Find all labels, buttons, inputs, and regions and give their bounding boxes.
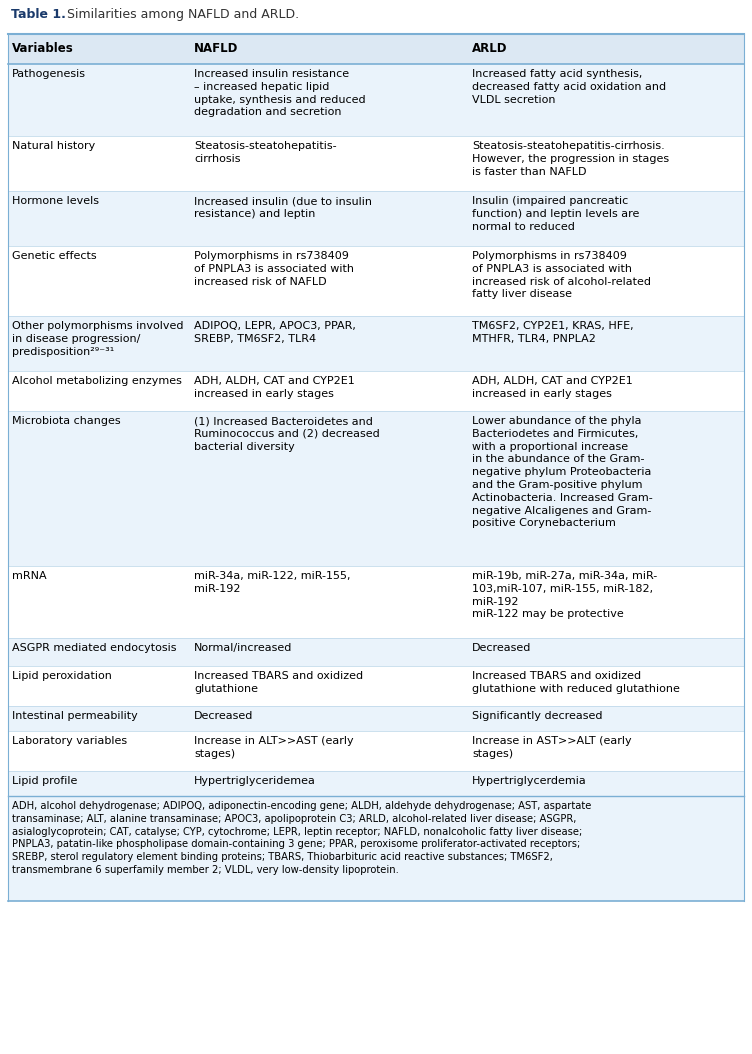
Text: Natural history: Natural history <box>12 141 96 151</box>
Text: Lower abundance of the phyla
Bacteriodetes and Firmicutes,
with a proportional i: Lower abundance of the phyla Bacteriodet… <box>472 416 653 528</box>
Text: miR-34a, miR-122, miR-155,
miR-192: miR-34a, miR-122, miR-155, miR-192 <box>194 571 350 593</box>
Text: Other polymorphisms involved
in disease progression/
predisposition²⁹⁻³¹: Other polymorphisms involved in disease … <box>12 321 183 356</box>
Text: Increase in AST>>ALT (early
stages): Increase in AST>>ALT (early stages) <box>472 736 632 759</box>
Text: Similarities among NAFLD and ARLD.: Similarities among NAFLD and ARLD. <box>59 8 299 21</box>
Text: Increase in ALT>>AST (early
stages): Increase in ALT>>AST (early stages) <box>194 736 353 759</box>
Text: Lipid profile: Lipid profile <box>12 776 77 786</box>
Text: Increased TBARS and oxidized
glutathione: Increased TBARS and oxidized glutathione <box>194 671 363 694</box>
Bar <box>8 371 744 411</box>
Text: (1) Increased Bacteroidetes and
Ruminococcus and (2) decreased
bacterial diversi: (1) Increased Bacteroidetes and Ruminoco… <box>194 416 380 451</box>
Text: Variables: Variables <box>12 42 74 56</box>
Text: Increased insulin resistance
– increased hepatic lipid
uptake, synthesis and red: Increased insulin resistance – increased… <box>194 69 365 117</box>
Text: Hypertriglyceridemea: Hypertriglyceridemea <box>194 776 316 786</box>
Bar <box>8 666 744 706</box>
Text: ADH, ALDH, CAT and CYP2E1
increased in early stages: ADH, ALDH, CAT and CYP2E1 increased in e… <box>194 376 355 398</box>
Text: Increased TBARS and oxidized
glutathione with reduced glutathione: Increased TBARS and oxidized glutathione… <box>472 671 680 694</box>
Text: Table 1.: Table 1. <box>11 8 66 21</box>
Text: Decreased: Decreased <box>194 711 253 721</box>
Bar <box>8 770 744 796</box>
Text: Pathogenesis: Pathogenesis <box>12 69 86 79</box>
Bar <box>8 638 744 666</box>
Text: miR-19b, miR-27a, miR-34a, miR-
103,miR-107, miR-155, miR-182,
miR-192
miR-122 m: miR-19b, miR-27a, miR-34a, miR- 103,miR-… <box>472 571 657 620</box>
Bar <box>8 411 744 566</box>
Text: Normal/increased: Normal/increased <box>194 643 293 653</box>
Text: Hormone levels: Hormone levels <box>12 196 99 206</box>
Bar <box>8 796 744 901</box>
Text: Polymorphisms in rs738409
of PNPLA3 is associated with
increased risk of NAFLD: Polymorphisms in rs738409 of PNPLA3 is a… <box>194 251 354 287</box>
Text: Hypertriglycerdemia: Hypertriglycerdemia <box>472 776 587 786</box>
Bar <box>8 64 744 136</box>
Text: Lipid peroxidation: Lipid peroxidation <box>12 671 112 681</box>
Bar <box>8 316 744 371</box>
Text: Decreased: Decreased <box>472 643 532 653</box>
Text: Insulin (impaired pancreatic
function) and leptin levels are
normal to reduced: Insulin (impaired pancreatic function) a… <box>472 196 639 232</box>
Text: ASGPR mediated endocytosis: ASGPR mediated endocytosis <box>12 643 177 653</box>
Text: Increased fatty acid synthesis,
decreased fatty acid oxidation and
VLDL secretio: Increased fatty acid synthesis, decrease… <box>472 69 666 104</box>
Text: Steatosis-steatohepatitis-
cirrhosis: Steatosis-steatohepatitis- cirrhosis <box>194 141 337 163</box>
Bar <box>8 706 744 731</box>
Text: ADIPOQ, LEPR, APOC3, PPAR,
SREBP, TM6SF2, TLR4: ADIPOQ, LEPR, APOC3, PPAR, SREBP, TM6SF2… <box>194 321 356 344</box>
Text: Steatosis-steatohepatitis-cirrhosis.
However, the progression in stages
is faste: Steatosis-steatohepatitis-cirrhosis. How… <box>472 141 669 177</box>
Bar <box>8 34 744 64</box>
Text: mRNA: mRNA <box>12 571 47 581</box>
Text: TM6SF2, CYP2E1, KRAS, HFE,
MTHFR, TLR4, PNPLA2: TM6SF2, CYP2E1, KRAS, HFE, MTHFR, TLR4, … <box>472 321 634 344</box>
Bar <box>8 566 744 638</box>
Text: NAFLD: NAFLD <box>194 42 238 56</box>
Bar <box>8 191 744 246</box>
Text: Laboratory variables: Laboratory variables <box>12 736 127 746</box>
Bar <box>8 731 744 770</box>
Bar <box>8 136 744 191</box>
Text: Significantly decreased: Significantly decreased <box>472 711 602 721</box>
Text: Microbiota changes: Microbiota changes <box>12 416 120 426</box>
Text: ADH, alcohol dehydrogenase; ADIPOQ, adiponectin-encoding gene; ALDH, aldehyde de: ADH, alcohol dehydrogenase; ADIPOQ, adip… <box>12 801 591 875</box>
Text: Genetic effects: Genetic effects <box>12 251 96 261</box>
Text: Increased insulin (due to insulin
resistance) and leptin: Increased insulin (due to insulin resist… <box>194 196 372 219</box>
Text: ADH, ALDH, CAT and CYP2E1
increased in early stages: ADH, ALDH, CAT and CYP2E1 increased in e… <box>472 376 632 398</box>
Text: ARLD: ARLD <box>472 42 508 56</box>
Text: Intestinal permeability: Intestinal permeability <box>12 711 138 721</box>
Text: Polymorphisms in rs738409
of PNPLA3 is associated with
increased risk of alcohol: Polymorphisms in rs738409 of PNPLA3 is a… <box>472 251 651 299</box>
Bar <box>8 246 744 316</box>
Text: Alcohol metabolizing enzymes: Alcohol metabolizing enzymes <box>12 376 182 386</box>
